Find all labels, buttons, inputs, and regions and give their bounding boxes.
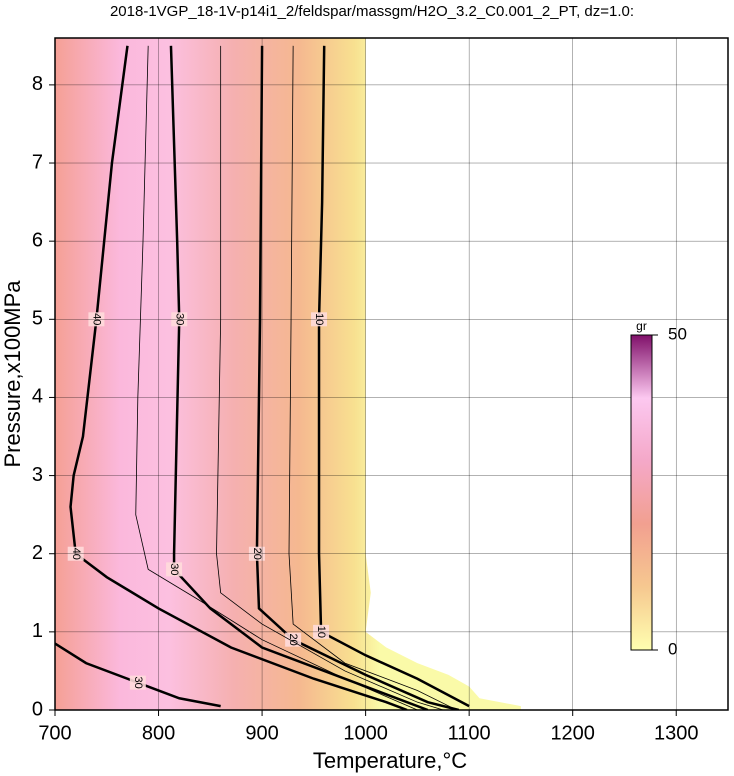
plot-frame [54, 37, 729, 711]
colorbar-tick-label: 50 [668, 324, 687, 343]
x-tick-label: 700 [38, 722, 71, 744]
y-tick-label: 2 [32, 542, 43, 564]
y-tick-label: 8 [32, 73, 43, 95]
x-tick-label: 800 [142, 722, 175, 744]
y-tick-label: 1 [32, 620, 43, 642]
x-tick-label: 1200 [550, 722, 595, 744]
chart-title: 2018-1VGP_18-1V-p14i1_2/feldspar/massgm/… [110, 3, 634, 20]
x-axis-label: Temperature,°C [313, 748, 467, 773]
contour-line [216, 45, 444, 710]
data-field [55, 38, 521, 710]
y-tick-label: 0 [32, 698, 43, 720]
contour-label: 20 [287, 634, 299, 646]
contour-label: 30 [132, 677, 144, 689]
contour-label-bg [285, 632, 302, 647]
y-tick-label: 4 [32, 386, 43, 408]
contour-line [135, 45, 418, 710]
x-tick-label: 1000 [343, 722, 388, 744]
x-tick-label: 1300 [654, 722, 699, 744]
contour-label-bg [166, 562, 183, 577]
colorbar-tick-label: 0 [668, 639, 677, 658]
x-tick-label: 900 [245, 722, 278, 744]
y-tick-label: 6 [32, 229, 43, 251]
contour-line-major [317, 45, 470, 708]
colorbar-label: gr [636, 319, 647, 333]
contour-label: 30 [168, 563, 180, 575]
x-tick-label: 1100 [448, 722, 491, 744]
y-tick-label: 5 [32, 308, 43, 330]
overlay: 700 800 900 1000 1100 1200 1300 0 1 2 3 4 5 6 7 8 gr 0 50 [32, 37, 729, 744]
colorbar [630, 334, 653, 651]
y-axis-label: Pressure,x100MPa [0, 280, 25, 468]
y-tick-label: 3 [32, 464, 43, 486]
contour-label-bg [129, 675, 146, 690]
contour-line-major [255, 45, 460, 710]
y-tick-label: 7 [32, 151, 43, 173]
